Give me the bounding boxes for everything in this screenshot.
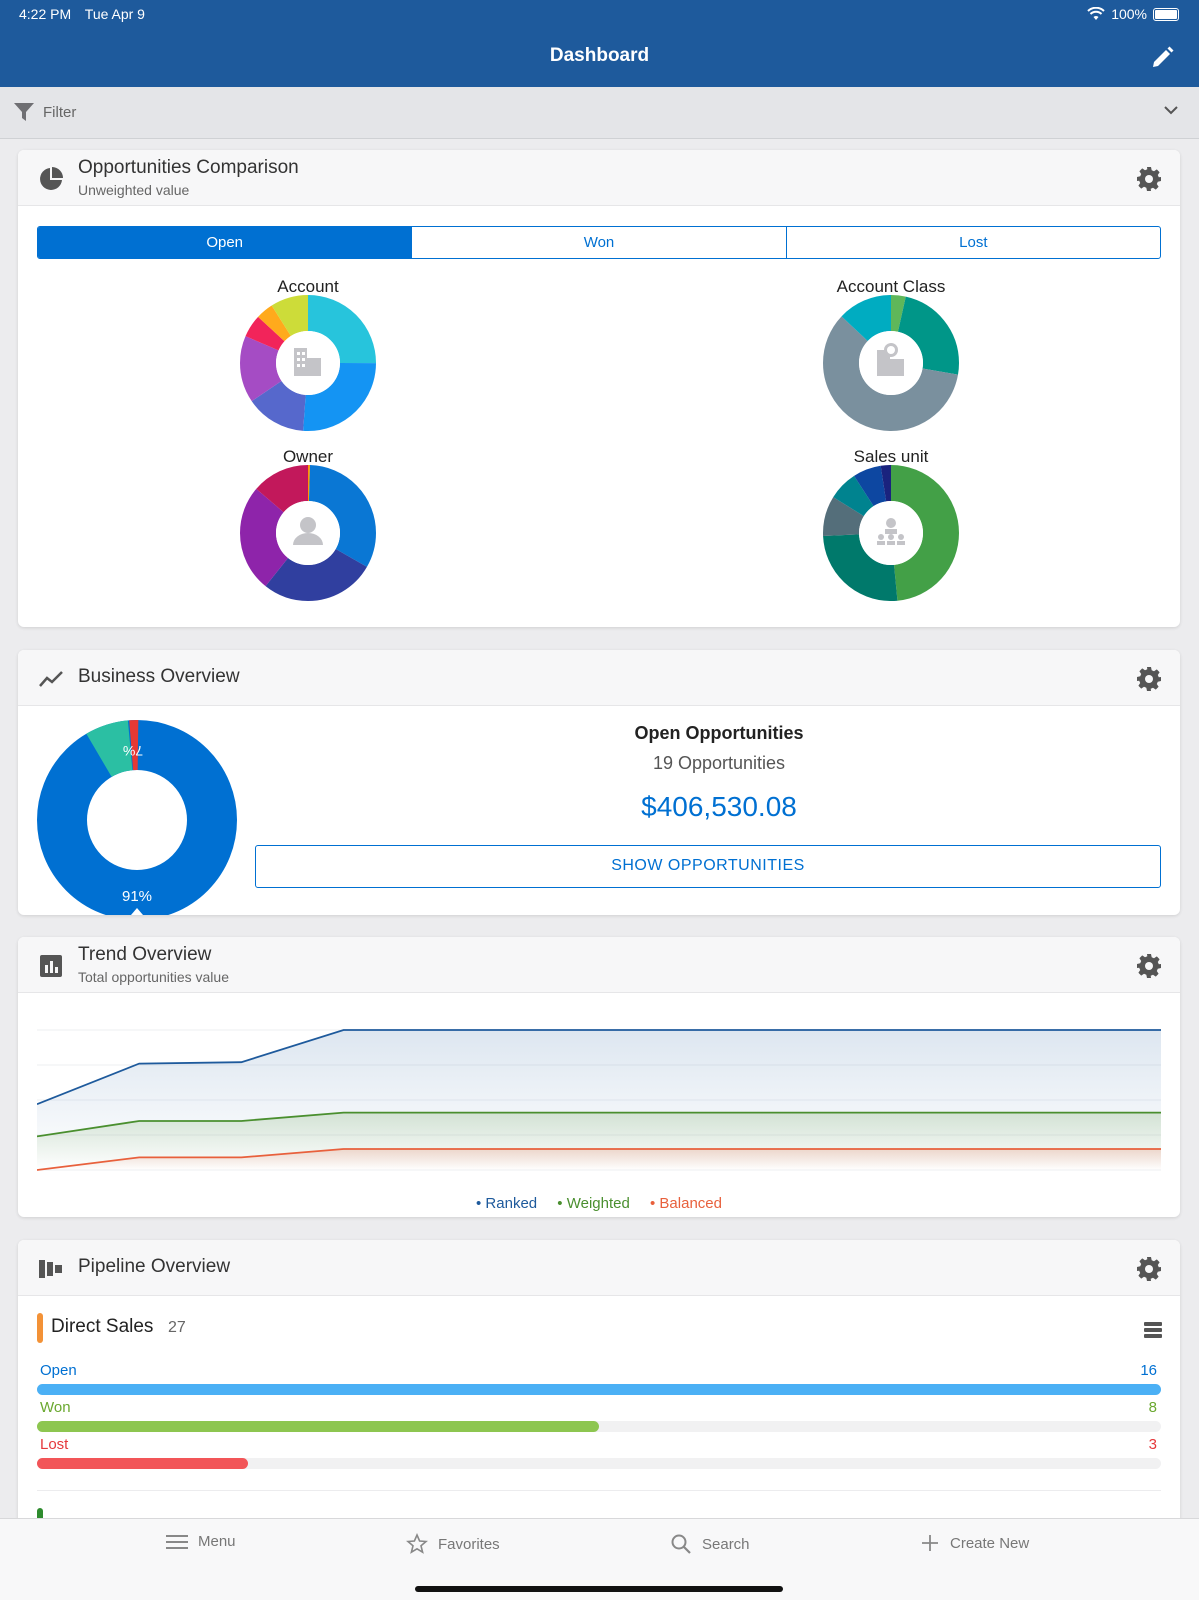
tab-label: Create New xyxy=(950,1534,1030,1552)
person-icon xyxy=(293,517,323,545)
chart-label-owner: Owner xyxy=(282,447,334,466)
business-donut-chart[interactable]: 7% 91% xyxy=(37,720,237,915)
chart-label-account-class: Account Class xyxy=(836,277,946,296)
pipeline-bar-open xyxy=(37,1384,1161,1395)
tab-create-new[interactable]: Create New xyxy=(920,1533,1029,1553)
status-time: 4:22 PM xyxy=(19,6,72,22)
trend-overview-card: Trend Overview Total opportunities value… xyxy=(18,937,1180,1217)
trend-line-chart[interactable] xyxy=(37,1005,1161,1180)
pipeline-row-label: Lost xyxy=(40,1436,69,1453)
pipeline-group-count: 27 xyxy=(168,1319,186,1336)
tab-open[interactable]: Open xyxy=(38,227,412,258)
trend-legend: • Ranked • Weighted • Balanced xyxy=(18,1195,1180,1212)
series-line-ranked[interactable] xyxy=(37,1029,1161,1106)
pipeline-row-value: 3 xyxy=(1148,1436,1157,1453)
org-chart-icon xyxy=(877,518,905,545)
card-header: Trend Overview Total opportunities value xyxy=(18,937,1180,993)
tab-label: Favorites xyxy=(438,1535,500,1553)
series-area-balanced xyxy=(37,1149,1161,1170)
plus-icon xyxy=(922,1535,938,1551)
filter-bar[interactable]: Filter xyxy=(0,87,1199,139)
series-line-weighted[interactable] xyxy=(37,1111,1161,1138)
menu-icon xyxy=(166,1534,188,1549)
tab-label: Menu xyxy=(198,1533,236,1550)
bar-chart-icon xyxy=(40,955,62,977)
card-title: Business Overview xyxy=(78,666,240,687)
gear-icon[interactable] xyxy=(1136,953,1162,979)
card-subtitle: Unweighted value xyxy=(78,182,190,198)
show-opportunities-button[interactable]: SHOW OPPORTUNITIES xyxy=(255,845,1161,888)
pipeline-bar-lost xyxy=(37,1458,248,1469)
account-donut-chart[interactable] xyxy=(240,295,376,431)
legend-item-balanced[interactable]: • Balanced xyxy=(650,1195,722,1212)
card-header: Opportunities Comparison Unweighted valu… xyxy=(18,150,1180,206)
account-class-donut-chart[interactable] xyxy=(823,295,959,431)
pipeline-overview-card: Pipeline Overview Direct Sales 27 Open 1… xyxy=(18,1240,1180,1530)
card-header: Pipeline Overview xyxy=(18,1240,1180,1296)
tab-lost[interactable]: Lost xyxy=(785,227,1160,258)
chevron-down-icon[interactable] xyxy=(1163,105,1179,115)
edit-pencil-icon[interactable] xyxy=(1147,43,1177,73)
filter-label: Filter xyxy=(43,104,77,121)
legend-item-ranked[interactable]: • Ranked xyxy=(476,1195,538,1212)
account-class-icon xyxy=(877,343,904,376)
card-subtitle: Total opportunities value xyxy=(78,969,229,985)
nav-bar: Dashboard xyxy=(0,28,1199,87)
chart-label-account: Account xyxy=(277,277,339,296)
pipeline-funnel-icon xyxy=(39,1260,62,1278)
gear-icon[interactable] xyxy=(1136,1256,1162,1282)
status-date: Tue Apr 9 xyxy=(84,6,145,22)
page-title: Dashboard xyxy=(549,45,650,66)
business-overview-card: Business Overview 7% 91% Open Opportunit… xyxy=(18,650,1180,915)
pipeline-row-value: 8 xyxy=(1148,1399,1157,1416)
tab-menu[interactable]: Menu xyxy=(166,1533,236,1550)
card-header: Business Overview xyxy=(18,650,1180,706)
pie-chart-icon xyxy=(40,167,63,190)
status-segmented-control[interactable]: Open Won Lost xyxy=(37,226,1161,259)
pipeline-group-name: Direct Sales xyxy=(51,1316,154,1337)
home-indicator xyxy=(415,1586,783,1592)
opportunities-card: Opportunities Comparison Unweighted valu… xyxy=(18,150,1180,627)
list-view-icon[interactable] xyxy=(1144,1322,1162,1338)
search-icon xyxy=(671,1534,691,1554)
chart-label-sales-unit: Sales unit xyxy=(853,447,929,466)
pipeline-bar-won xyxy=(37,1421,599,1432)
opportunity-count: 19 Opportunities xyxy=(652,753,786,773)
gear-icon[interactable] xyxy=(1136,166,1162,192)
battery-icon xyxy=(1153,7,1179,21)
star-icon xyxy=(406,1533,428,1554)
sales-unit-donut-chart[interactable] xyxy=(823,465,959,601)
tab-won[interactable]: Won xyxy=(411,227,785,258)
card-title: Trend Overview xyxy=(78,944,212,965)
donut-inner-label: 7% xyxy=(123,743,143,759)
divider xyxy=(37,1490,1161,1491)
open-opportunities-heading: Open Opportunities xyxy=(634,723,804,743)
filter-funnel-icon xyxy=(14,103,34,121)
pipeline-row-label: Won xyxy=(40,1399,71,1416)
tab-search[interactable]: Search xyxy=(670,1533,750,1555)
building-icon xyxy=(294,348,321,376)
bottom-tab-bar: Menu Favorites Search Create New xyxy=(0,1518,1199,1600)
donut-outer-label: 91% xyxy=(122,888,152,905)
card-title: Opportunities Comparison xyxy=(78,157,299,178)
status-bar: 4:22 PM Tue Apr 9 100% xyxy=(0,0,1199,28)
tab-favorites[interactable]: Favorites xyxy=(406,1533,500,1555)
pipeline-row-label: Open xyxy=(40,1362,77,1379)
battery-percent: 100% xyxy=(1111,6,1147,22)
legend-item-weighted[interactable]: • Weighted xyxy=(557,1195,630,1212)
owner-donut-chart[interactable] xyxy=(240,465,376,601)
gear-icon[interactable] xyxy=(1136,666,1162,692)
pipeline-row-value: 16 xyxy=(1140,1362,1157,1379)
card-title: Pipeline Overview xyxy=(78,1256,231,1277)
wifi-icon xyxy=(1087,7,1105,20)
opportunity-amount: $406,530.08 xyxy=(641,791,797,822)
trend-line-icon xyxy=(39,671,63,687)
group-color-bar xyxy=(37,1313,43,1343)
tab-label: Search xyxy=(702,1535,750,1553)
series-line-balanced[interactable] xyxy=(37,1148,1161,1171)
